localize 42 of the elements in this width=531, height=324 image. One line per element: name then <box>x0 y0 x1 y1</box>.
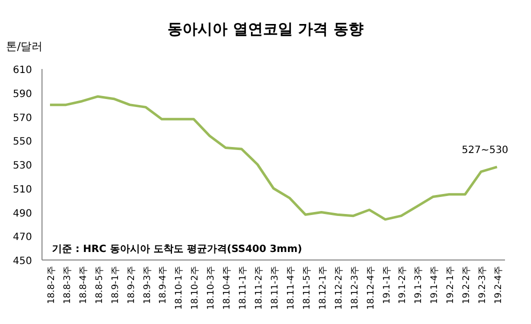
x-tick-label: 18.8-5주 <box>94 266 105 304</box>
annotation: 기준 : HRC 동아시아 도착도 평균가격(SS400 3mm) <box>52 244 302 255</box>
y-tick-label: 450 <box>12 256 32 267</box>
x-tick-label: 19.1-4주 <box>430 266 440 304</box>
x-tick-label: 18.9-3주 <box>142 266 153 304</box>
x-tick-label: 18.12-2주 <box>334 266 344 310</box>
x-tick-label: 19.2-4주 <box>494 266 504 304</box>
x-tick-label: 19.2-3주 <box>478 266 488 304</box>
y-tick-label: 510 <box>12 184 32 196</box>
y-tick-label: 610 <box>12 65 32 76</box>
x-tick-label: 18.10-3주 <box>206 266 217 310</box>
annotation: 527~530 <box>462 144 508 156</box>
x-tick-label: 18.8-3주 <box>62 266 73 304</box>
y-tick-label: 590 <box>12 88 32 100</box>
x-tick-label: 18.11-4주 <box>286 266 296 310</box>
x-tick-label: 18.11-3주 <box>270 266 280 310</box>
x-tick-label: 18.11-2주 <box>254 266 265 310</box>
y-tick-label: 530 <box>12 160 32 172</box>
x-tick-label: 18.12-1주 <box>318 266 328 310</box>
y-tick-label: 470 <box>12 232 32 244</box>
y-tick-label: 570 <box>12 112 32 124</box>
y-tick-label: 550 <box>12 136 32 148</box>
y-axis-title: 톤/달러 <box>6 40 43 53</box>
x-tick-label: 19.2-1주 <box>446 266 456 304</box>
x-tick-label: 18.11-1주 <box>238 266 249 310</box>
x-tick-label: 18.10-4주 <box>222 266 233 310</box>
x-tick-label: 18.8-2주 <box>46 266 57 304</box>
x-tick-label: 18.9-2주 <box>126 266 137 304</box>
chart-title: 동아시아 열연코일 가격 동향 <box>168 20 364 38</box>
x-tick-label: 18.12-3주 <box>350 266 360 310</box>
x-tick-label: 19.1-1주 <box>382 266 392 304</box>
x-tick-label: 19.1-2주 <box>398 266 408 304</box>
x-tick-label: 18.9-1주 <box>110 266 121 304</box>
x-tick-label: 18.9-4주 <box>158 266 169 304</box>
x-tick-label: 18.10-2주 <box>190 266 201 310</box>
x-tick-label: 18.8-4주 <box>78 266 89 304</box>
y-tick-label: 490 <box>12 208 32 220</box>
x-tick-label: 18.11-5주 <box>302 266 312 310</box>
x-tick-label: 18.12-4주 <box>366 266 376 310</box>
x-tick-label: 19.2-2주 <box>462 266 472 304</box>
x-tick-label: 18.10-1주 <box>174 266 185 310</box>
x-tick-label: 19.1-3주 <box>414 266 424 304</box>
